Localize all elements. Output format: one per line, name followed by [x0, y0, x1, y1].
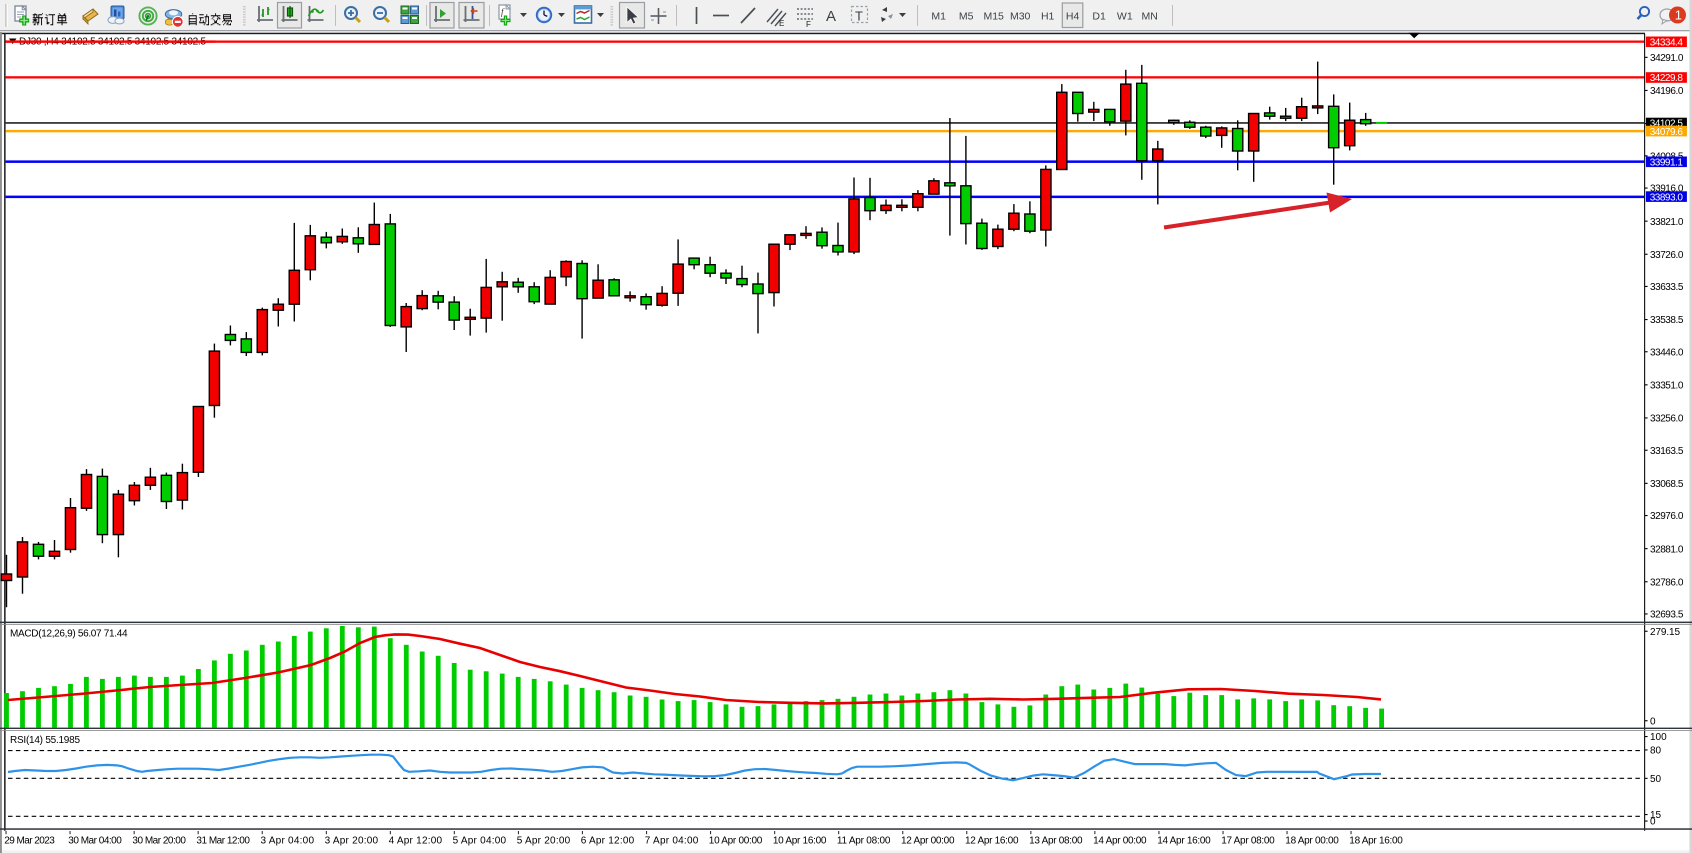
svg-text:30 Mar 20:00: 30 Mar 20:00	[132, 836, 186, 847]
svg-text:T: T	[855, 9, 863, 24]
svg-text:4 Apr 12:00: 4 Apr 12:00	[389, 836, 443, 847]
svg-text:5 Apr 20:00: 5 Apr 20:00	[517, 836, 571, 847]
svg-text:33068.5: 33068.5	[1650, 479, 1684, 490]
svg-text:0: 0	[1650, 817, 1656, 828]
svg-text:33821.0: 33821.0	[1650, 217, 1684, 228]
svg-text:34229.8: 34229.8	[1650, 73, 1684, 84]
svg-text:33726.0: 33726.0	[1650, 250, 1684, 261]
svg-text:A: A	[826, 8, 836, 25]
svg-text:279.15: 279.15	[1650, 627, 1680, 638]
svg-text:33446.0: 33446.0	[1650, 347, 1684, 358]
svg-text:33991.1: 33991.1	[1650, 158, 1684, 169]
svg-text:50: 50	[1650, 774, 1662, 785]
svg-text:D1: D1	[1092, 11, 1106, 23]
svg-text:7 Apr 04:00: 7 Apr 04:00	[645, 836, 699, 847]
svg-text:1: 1	[1675, 8, 1682, 23]
svg-text:H4: H4	[1066, 11, 1080, 23]
svg-text:17 Apr 08:00: 17 Apr 08:00	[1221, 836, 1275, 847]
svg-text:3 Apr 20:00: 3 Apr 20:00	[325, 836, 379, 847]
svg-text:RSI(14) 55.1985: RSI(14) 55.1985	[10, 735, 80, 746]
svg-text:6 Apr 12:00: 6 Apr 12:00	[581, 836, 635, 847]
svg-text:f: f	[501, 7, 505, 17]
svg-text:MN: MN	[1142, 11, 1158, 23]
svg-text:MACD(12,26,9) 56.07 71.44: MACD(12,26,9) 56.07 71.44	[10, 629, 128, 640]
svg-text:34079.6: 34079.6	[1650, 127, 1684, 138]
svg-text:33256.0: 33256.0	[1650, 414, 1684, 425]
svg-text:F: F	[806, 20, 811, 29]
svg-text:12 Apr 16:00: 12 Apr 16:00	[965, 836, 1019, 847]
svg-text:W1: W1	[1117, 11, 1133, 23]
svg-text:30 Mar 04:00: 30 Mar 04:00	[68, 836, 122, 847]
svg-text:80: 80	[1650, 746, 1662, 757]
svg-text:32976.0: 32976.0	[1650, 511, 1684, 522]
svg-text:33916.0: 33916.0	[1650, 184, 1684, 195]
svg-text:33538.5: 33538.5	[1650, 315, 1684, 326]
svg-text:29 Mar 2023: 29 Mar 2023	[4, 836, 55, 847]
svg-text:10 Apr 16:00: 10 Apr 16:00	[773, 836, 827, 847]
svg-text:34196.0: 34196.0	[1650, 86, 1684, 97]
svg-text:13 Apr 08:00: 13 Apr 08:00	[1029, 836, 1083, 847]
svg-text:32786.0: 32786.0	[1650, 577, 1684, 588]
svg-text:3 Apr 04:00: 3 Apr 04:00	[261, 836, 315, 847]
svg-text:100: 100	[1650, 732, 1667, 743]
svg-text:M1: M1	[931, 11, 946, 23]
svg-text:12 Apr 00:00: 12 Apr 00:00	[901, 836, 955, 847]
svg-text:0: 0	[1650, 716, 1656, 727]
svg-text:31 Mar 12:00: 31 Mar 12:00	[196, 836, 250, 847]
svg-text:33893.0: 33893.0	[1650, 192, 1684, 203]
svg-text:34102.5: 34102.5	[1650, 119, 1684, 130]
svg-text:32693.5: 32693.5	[1650, 610, 1684, 621]
svg-text:11 Apr 08:00: 11 Apr 08:00	[837, 836, 891, 847]
svg-text:18 Apr 16:00: 18 Apr 16:00	[1349, 836, 1403, 847]
svg-text:32881.0: 32881.0	[1650, 544, 1684, 555]
svg-text:14 Apr 16:00: 14 Apr 16:00	[1157, 836, 1211, 847]
svg-text:5 Apr 04:00: 5 Apr 04:00	[453, 836, 507, 847]
svg-text:14 Apr 00:00: 14 Apr 00:00	[1093, 836, 1147, 847]
svg-text:34291.0: 34291.0	[1650, 53, 1684, 64]
svg-text:34334.4: 34334.4	[1650, 38, 1684, 49]
svg-text:H1: H1	[1041, 11, 1055, 23]
svg-text:E: E	[779, 19, 784, 28]
svg-text:M30: M30	[1010, 11, 1031, 23]
svg-text:33351.0: 33351.0	[1650, 381, 1684, 392]
svg-text:33163.5: 33163.5	[1650, 446, 1684, 457]
svg-text:18 Apr 00:00: 18 Apr 00:00	[1285, 836, 1339, 847]
svg-text:10 Apr 00:00: 10 Apr 00:00	[709, 836, 763, 847]
svg-text:M5: M5	[959, 11, 974, 23]
svg-text:15: 15	[1650, 810, 1662, 821]
svg-text:M15: M15	[983, 11, 1004, 23]
svg-text:33633.5: 33633.5	[1650, 282, 1684, 293]
